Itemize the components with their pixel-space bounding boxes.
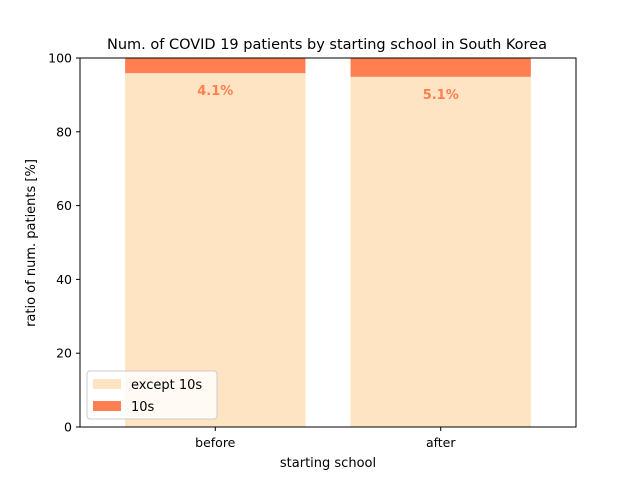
y-tick-label-40: 40 <box>56 272 72 287</box>
bar-before-except-10s <box>125 73 306 427</box>
x-axis: before after <box>195 427 456 450</box>
y-tick-label-100: 100 <box>48 51 72 66</box>
legend: except 10s 10s <box>86 370 218 420</box>
y-tick-label-20: 20 <box>56 346 72 361</box>
legend-label-except-10s: except 10s <box>131 378 202 393</box>
y-axis-label: ratio of num. patients [%] <box>24 159 39 327</box>
legend-swatch-10s <box>93 401 121 411</box>
legend-swatch-except-10s <box>93 379 121 389</box>
y-tick-label-0: 0 <box>64 420 72 435</box>
x-tick-label-after: after <box>426 435 456 450</box>
data-labels: 4.1% 5.1% <box>197 84 459 103</box>
legend-label-10s: 10s <box>131 400 155 415</box>
y-axis: 0 20 40 60 80 100 <box>48 51 80 435</box>
y-tick-label-80: 80 <box>56 124 72 139</box>
bar-after-10s <box>350 58 531 77</box>
y-tick-label-60: 60 <box>56 198 72 213</box>
bars <box>125 58 531 427</box>
plot-frame <box>79 57 577 428</box>
bar-before-10s <box>125 58 306 74</box>
chart-title: Num. of COVID 19 patients by starting sc… <box>107 37 547 53</box>
data-label-before: 4.1% <box>197 84 233 99</box>
data-label-after: 5.1% <box>423 88 459 103</box>
x-tick-label-before: before <box>195 435 236 450</box>
bar-after-except-10s <box>350 76 531 427</box>
x-axis-label: starting school <box>280 456 376 471</box>
